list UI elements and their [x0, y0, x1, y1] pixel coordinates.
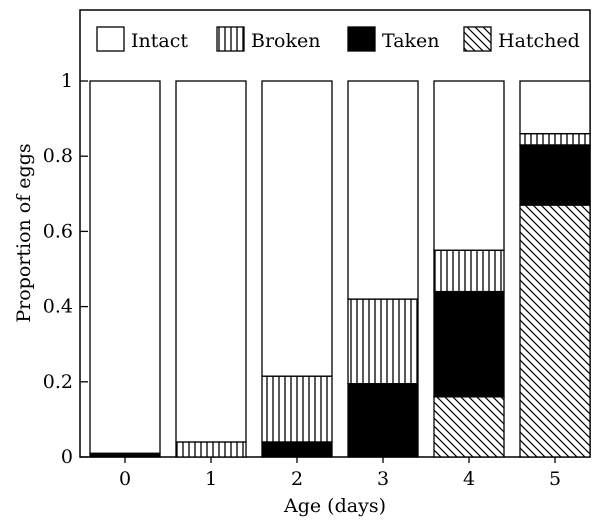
bar-segment-intact-2: [261, 80, 333, 377]
bars: [89, 80, 591, 458]
bar-segment-intact-5: [519, 80, 591, 135]
legend-label-taken: Taken: [382, 30, 440, 52]
bar-segment-hatched-5: [519, 204, 591, 458]
bar-segment-intact-4: [433, 80, 505, 251]
x-tick-label: 5: [549, 468, 561, 490]
legend-swatch-hatched: [463, 26, 492, 52]
x-tick-label: 3: [377, 468, 389, 490]
x-tick-label: 1: [205, 468, 217, 490]
x-tick-label: 4: [463, 468, 475, 490]
x-tick-label: 0: [119, 468, 131, 490]
bar-segment-taken-3: [347, 383, 419, 458]
bar-segment-broken-1: [175, 441, 247, 458]
y-tick-label: 0: [61, 446, 73, 468]
bar-segment-broken-2: [261, 375, 333, 443]
x-tick-label: 2: [291, 468, 303, 490]
y-tick-label: 0.4: [43, 296, 73, 318]
bar-segment-intact-0: [89, 80, 161, 454]
bar-segment-broken-5: [519, 132, 591, 146]
legend-swatch-taken: [347, 26, 376, 52]
legend-swatch-broken: [216, 26, 245, 52]
legend-label-hatched: Hatched: [498, 30, 580, 52]
legend-label-broken: Broken: [251, 30, 320, 52]
bar-segment-taken-5: [519, 144, 591, 206]
bar-segment-intact-3: [347, 80, 419, 300]
x-axis: 0 1 2 3 4 5: [119, 457, 561, 490]
x-axis-title: Age (days): [283, 495, 386, 517]
bar-segment-intact-1: [175, 80, 247, 443]
y-axis-title: Proportion of eggs: [13, 143, 35, 322]
y-tick-label: 0.8: [43, 145, 73, 167]
legend-swatch-intact: [96, 26, 125, 52]
y-tick-label: 0.6: [43, 220, 73, 242]
y-axis: 0 0.2 0.4 0.6 0.8 1: [43, 70, 88, 468]
bar-segment-taken-4: [433, 290, 505, 398]
bar-segment-broken-3: [347, 298, 419, 385]
y-tick-label: 0.2: [43, 371, 73, 393]
bar-segment-broken-4: [433, 249, 505, 293]
legend-label-intact: Intact: [131, 30, 188, 52]
legend: Intact Broken Taken Hatched: [96, 26, 580, 52]
bar-segment-hatched-4: [433, 396, 505, 458]
y-tick-label: 1: [61, 70, 73, 92]
bar-segment-taken-2: [261, 441, 333, 458]
